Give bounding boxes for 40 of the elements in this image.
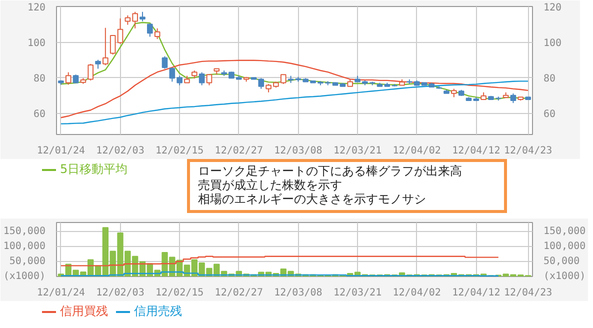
y-tick-label: 150,000 <box>3 226 46 237</box>
y-tick-label: 80 <box>33 74 46 85</box>
x-tick-label: 12/03/21 <box>333 146 382 156</box>
text: ローソク足チャートの下にある棒グラフが出来高 <box>198 164 462 178</box>
y2-tick-label: 80 <box>544 74 556 85</box>
x-tick-label: 12/03/21 <box>333 288 382 298</box>
x-tick-label: 12/04/02 <box>392 146 441 156</box>
x-tick-label: 12/04/23 <box>504 288 552 298</box>
y2-tick-label: 100 <box>544 38 562 50</box>
y2-tick-label: (x1000) <box>544 271 586 282</box>
y-tick-label: 60 <box>33 109 46 120</box>
legend-label: 5日移動平均 <box>60 162 128 176</box>
x-tick-label: 12/01/24 <box>36 146 86 156</box>
text: 相場のエネルギーの大きさを示すモノサシ <box>198 192 427 206</box>
x-tick-label: 12/02/15 <box>155 146 204 156</box>
text: 売買が成立した株数を示す <box>198 178 343 192</box>
y-tick-label: (x1000) <box>3 271 46 282</box>
y-tick-label: 120 <box>27 2 46 14</box>
x-tick-label: 12/04/12 <box>452 288 500 298</box>
x-tick-label: 12/02/27 <box>214 146 263 156</box>
x-tick-label: 12/04/23 <box>504 146 552 156</box>
x-tick-label: 12/03/08 <box>274 146 322 156</box>
y2-tick-label: 60 <box>544 109 556 120</box>
x-tick-label: 12/04/02 <box>392 288 441 298</box>
legend-label: 信用買残 <box>60 304 108 318</box>
x-tick-label: 12/02/15 <box>155 288 204 298</box>
x-tick-label: 12/02/03 <box>96 146 144 156</box>
x-tick-label: 12/02/03 <box>96 288 144 298</box>
y2-tick-label: 120 <box>544 2 562 14</box>
y-tick-label: 100 <box>27 38 46 50</box>
x-tick-label: 12/03/08 <box>274 288 322 298</box>
y-tick-label: 50,000 <box>9 256 46 267</box>
y-tick-label: 100,000 <box>3 241 46 252</box>
x-tick-label: 12/01/24 <box>36 288 86 298</box>
y2-tick-label: 50,000 <box>544 256 580 267</box>
x-tick-label: 12/04/12 <box>452 146 500 156</box>
y2-tick-label: 100,000 <box>544 241 586 252</box>
legend-label: 信用売残 <box>134 304 182 318</box>
x-tick-label: 12/02/27 <box>214 288 263 298</box>
y2-tick-label: 150,000 <box>544 226 586 237</box>
